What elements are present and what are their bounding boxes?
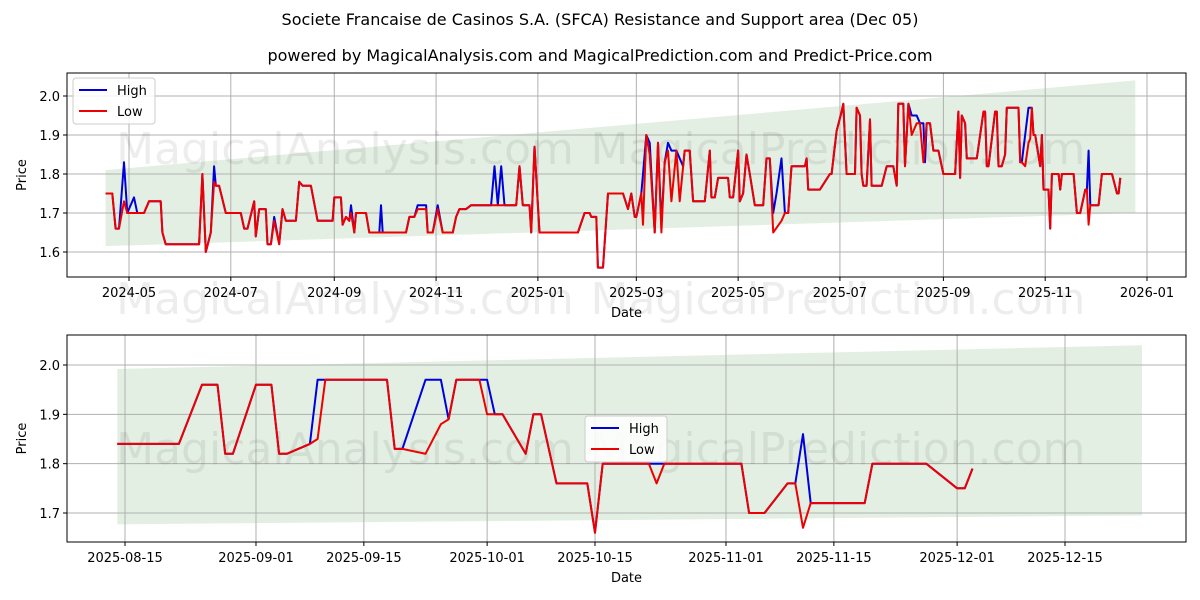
legend-label-low: Low [629,443,655,458]
watermark-text: MagicalPrediction.com [591,124,1086,175]
watermark-text: MagicalAnalysis.com [116,274,574,325]
watermark-text: MagicalPrediction.com [591,424,1086,475]
x-tick-label: 2024-11 [409,286,463,301]
y-tick-label: 2.0 [39,90,60,105]
x-tick-label: 2025-10-01 [449,551,525,566]
x-tick-label: 2025-11 [1018,286,1072,301]
x-tick-label: 2025-12-15 [1027,551,1103,566]
x-axis-label: Date [611,571,642,586]
x-tick-label: 2025-09 [916,286,970,301]
series-line-low [105,102,1122,269]
x-tick-label: 2025-12-01 [919,551,995,566]
x-tick-label: 2025-01 [511,286,565,301]
y-tick-label: 1.9 [39,129,60,144]
y-axis-label: Price [15,423,30,455]
x-tick-label: 2025-09-15 [326,551,402,566]
watermark-text: MagicalAnalysis.com [116,124,574,175]
y-axis-label: Price [15,159,30,191]
x-tick-label: 2025-03 [609,286,663,301]
chart-subtitle: powered by MagicalAnalysis.com and Magic… [267,46,933,65]
legend: High Low [584,415,668,463]
y-tick-label: 2.0 [39,359,60,374]
y-tick-label: 1.6 [39,246,60,261]
y-tick-label: 1.9 [39,408,60,423]
legend-label-high: High [117,84,147,99]
x-tick-label: 2025-09-01 [218,551,294,566]
chart-panel-2: 1.7 1.8 1.9 2.0 2025-08-15 2025-09-01 2025-09-… [15,334,1187,586]
watermark-text: MagicalAnalysis.com [116,424,574,475]
x-tick-label: 2024-07 [204,286,258,301]
chart-title: Societe Francaise de Casinos S.A. (SFCA)… [281,10,919,29]
x-tick-label: 2025-07 [813,286,867,301]
support-resistance-band [105,80,1136,247]
y-tick-label: 1.7 [39,207,60,222]
axes-frame [66,72,1187,278]
x-tick-label: 2025-11-01 [688,551,764,566]
x-tick-label: 2025-10-15 [557,551,633,566]
x-tick-label: 2026-01 [1120,286,1174,301]
legend: High Low [72,77,156,125]
x-tick-label: 2024-09 [307,286,361,301]
x-axis-label: Date [611,306,642,321]
y-tick-label: 1.8 [39,168,60,183]
y-tick-label: 1.7 [39,507,60,522]
y-tick-label: 1.8 [39,458,60,473]
x-tick-label: 2025-11-15 [796,551,872,566]
x-tick-label: 2024-05 [102,286,156,301]
legend-label-high: High [629,422,659,437]
x-tick-label: 2025-05 [711,286,765,301]
axes-frame [66,334,1187,543]
legend-label-low: Low [117,105,143,120]
x-tick-label: 2025-08-15 [87,551,163,566]
chart-panel-1: 1.6 1.7 1.8 1.9 2.0 2024-05 2024-07 2024-09 2024… [15,72,1187,325]
series-line-low [117,378,974,534]
watermark-text: MagicalPrediction.com [591,274,1086,325]
